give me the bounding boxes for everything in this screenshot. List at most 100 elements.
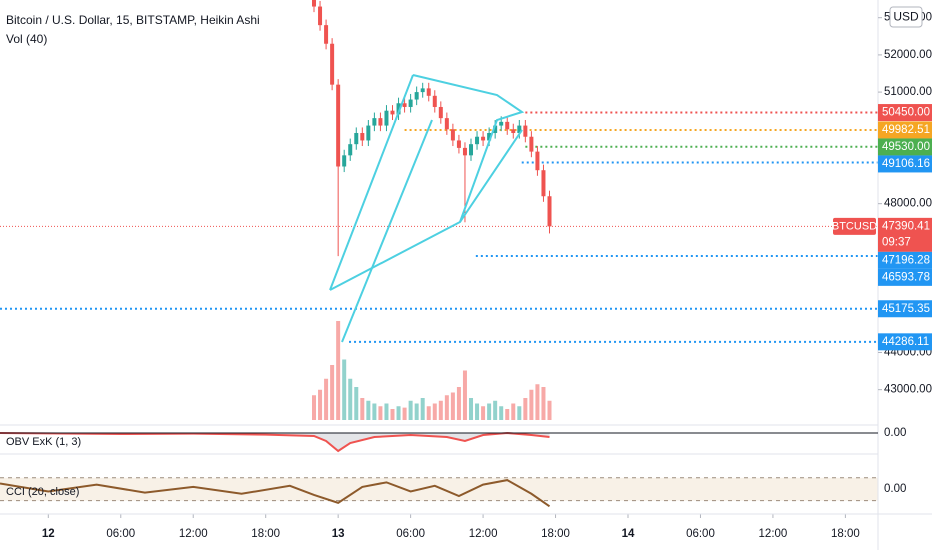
symbol-label: BTCUSD — [832, 220, 877, 232]
pattern-line — [412, 74, 525, 223]
volume-bar — [529, 389, 534, 420]
candle-body — [547, 196, 552, 227]
price-badge-label: 50450.00 — [882, 107, 930, 119]
price-badge-label: 44286.11 — [882, 336, 929, 348]
volume-bar — [535, 384, 540, 420]
volume-bar — [318, 389, 323, 420]
candle-body — [318, 6, 323, 26]
candle-body — [438, 106, 443, 119]
candle-body — [493, 125, 498, 134]
volume-bar — [324, 378, 329, 420]
candle-body — [360, 133, 365, 141]
x-tick-label: 12:00 — [759, 528, 788, 540]
volume-bar — [523, 398, 528, 420]
candle-body — [432, 95, 437, 107]
candle-body — [324, 25, 329, 44]
candle-body — [529, 136, 534, 152]
currency[interactable]: USD — [893, 10, 919, 24]
candle-body — [517, 125, 522, 134]
volume-bar — [469, 398, 474, 420]
price-badge-label: 45175.35 — [882, 303, 930, 315]
currency-button[interactable] — [889, 6, 923, 28]
x-tick-label: 18:00 — [831, 528, 860, 540]
y-tick-label: 43000.00 — [884, 384, 932, 396]
volume-bar — [384, 403, 389, 420]
x-tick-label: 06:00 — [396, 528, 425, 540]
volume-bar — [456, 387, 461, 420]
volume-bar — [396, 406, 401, 420]
candle-body — [372, 118, 377, 126]
volume-bar — [487, 403, 492, 420]
candle-body — [535, 151, 540, 171]
volume-bar — [493, 400, 498, 420]
volume-bar — [354, 387, 359, 420]
x-tick-label: 06:00 — [686, 528, 715, 540]
volume-bar — [517, 406, 522, 420]
volume-bar — [336, 321, 341, 420]
y-tick-label: 0.00 — [884, 483, 906, 495]
volume-bar — [444, 395, 449, 420]
candle-body — [462, 147, 467, 156]
price-badge — [878, 121, 932, 139]
candle-body — [444, 118, 449, 130]
pattern-line — [329, 74, 414, 291]
volume-bar — [432, 403, 437, 420]
volume-bar — [426, 406, 431, 420]
pattern-line — [341, 119, 433, 343]
volume-bar — [547, 400, 552, 420]
volume-bar — [312, 395, 317, 420]
candle-body — [523, 125, 528, 137]
price-badge — [878, 300, 932, 318]
volume-bar — [402, 407, 407, 420]
price-badge-label: 47196.28 — [882, 254, 930, 266]
candle-body — [336, 84, 341, 167]
x-tick-label: 13 — [332, 528, 345, 540]
y-tick-label: 0.00 — [884, 427, 906, 439]
x-tick-label: 12:00 — [469, 528, 498, 540]
price-badge — [878, 217, 932, 252]
candle-body — [475, 136, 480, 145]
volume-bar — [450, 392, 455, 420]
candle-body — [408, 99, 413, 107]
candle-body — [505, 121, 510, 130]
candle-body — [541, 170, 546, 197]
price-badge-label: 47390.41 — [882, 220, 930, 232]
volume-bar — [378, 406, 383, 420]
candle-body — [487, 133, 492, 141]
candle-body — [384, 110, 389, 126]
volume-title: Vol (40) — [6, 32, 47, 46]
y-tick-label: 48000.00 — [884, 198, 932, 210]
price-badge — [878, 104, 932, 122]
volume-bar — [342, 359, 347, 420]
candle-body — [330, 43, 335, 85]
volume-bar — [420, 398, 425, 420]
cci-band — [0, 477, 878, 501]
candle-body — [450, 129, 455, 141]
volume-bar — [475, 403, 480, 420]
symbol-badge — [833, 217, 876, 235]
chart-title: Bitcoin / U.S. Dollar, 15, BITSTAMP, Hei… — [6, 13, 260, 27]
candle-body — [342, 155, 347, 167]
candle-body — [390, 110, 395, 115]
cci-line — [0, 479, 551, 508]
price-badge — [878, 138, 932, 156]
price-badge-label: 49982.51 — [882, 124, 930, 136]
y-tick-label: 52000.00 — [884, 49, 932, 61]
x-tick-label: 18:00 — [541, 528, 570, 540]
volume-bar — [366, 400, 371, 420]
volume-bar — [511, 403, 516, 420]
y-tick-label: 51000.00 — [884, 86, 932, 98]
x-tick-label: 14 — [622, 528, 635, 540]
obv-title: OBV ExK (1, 3) — [6, 436, 81, 448]
volume-bar — [438, 400, 443, 420]
plot-area: 12 06:00 12:00 18:00 13 06:00 12:00 18:00 14 06:0… — [0, 0, 878, 540]
candle-body — [354, 133, 359, 145]
volume-bar — [372, 403, 377, 420]
price-badge — [878, 251, 932, 269]
pattern-drawing — [329, 74, 525, 343]
candle-body — [366, 125, 371, 141]
candle-body — [348, 144, 353, 156]
volume-bar — [541, 387, 546, 420]
x-tick-label: 06:00 — [106, 528, 135, 540]
